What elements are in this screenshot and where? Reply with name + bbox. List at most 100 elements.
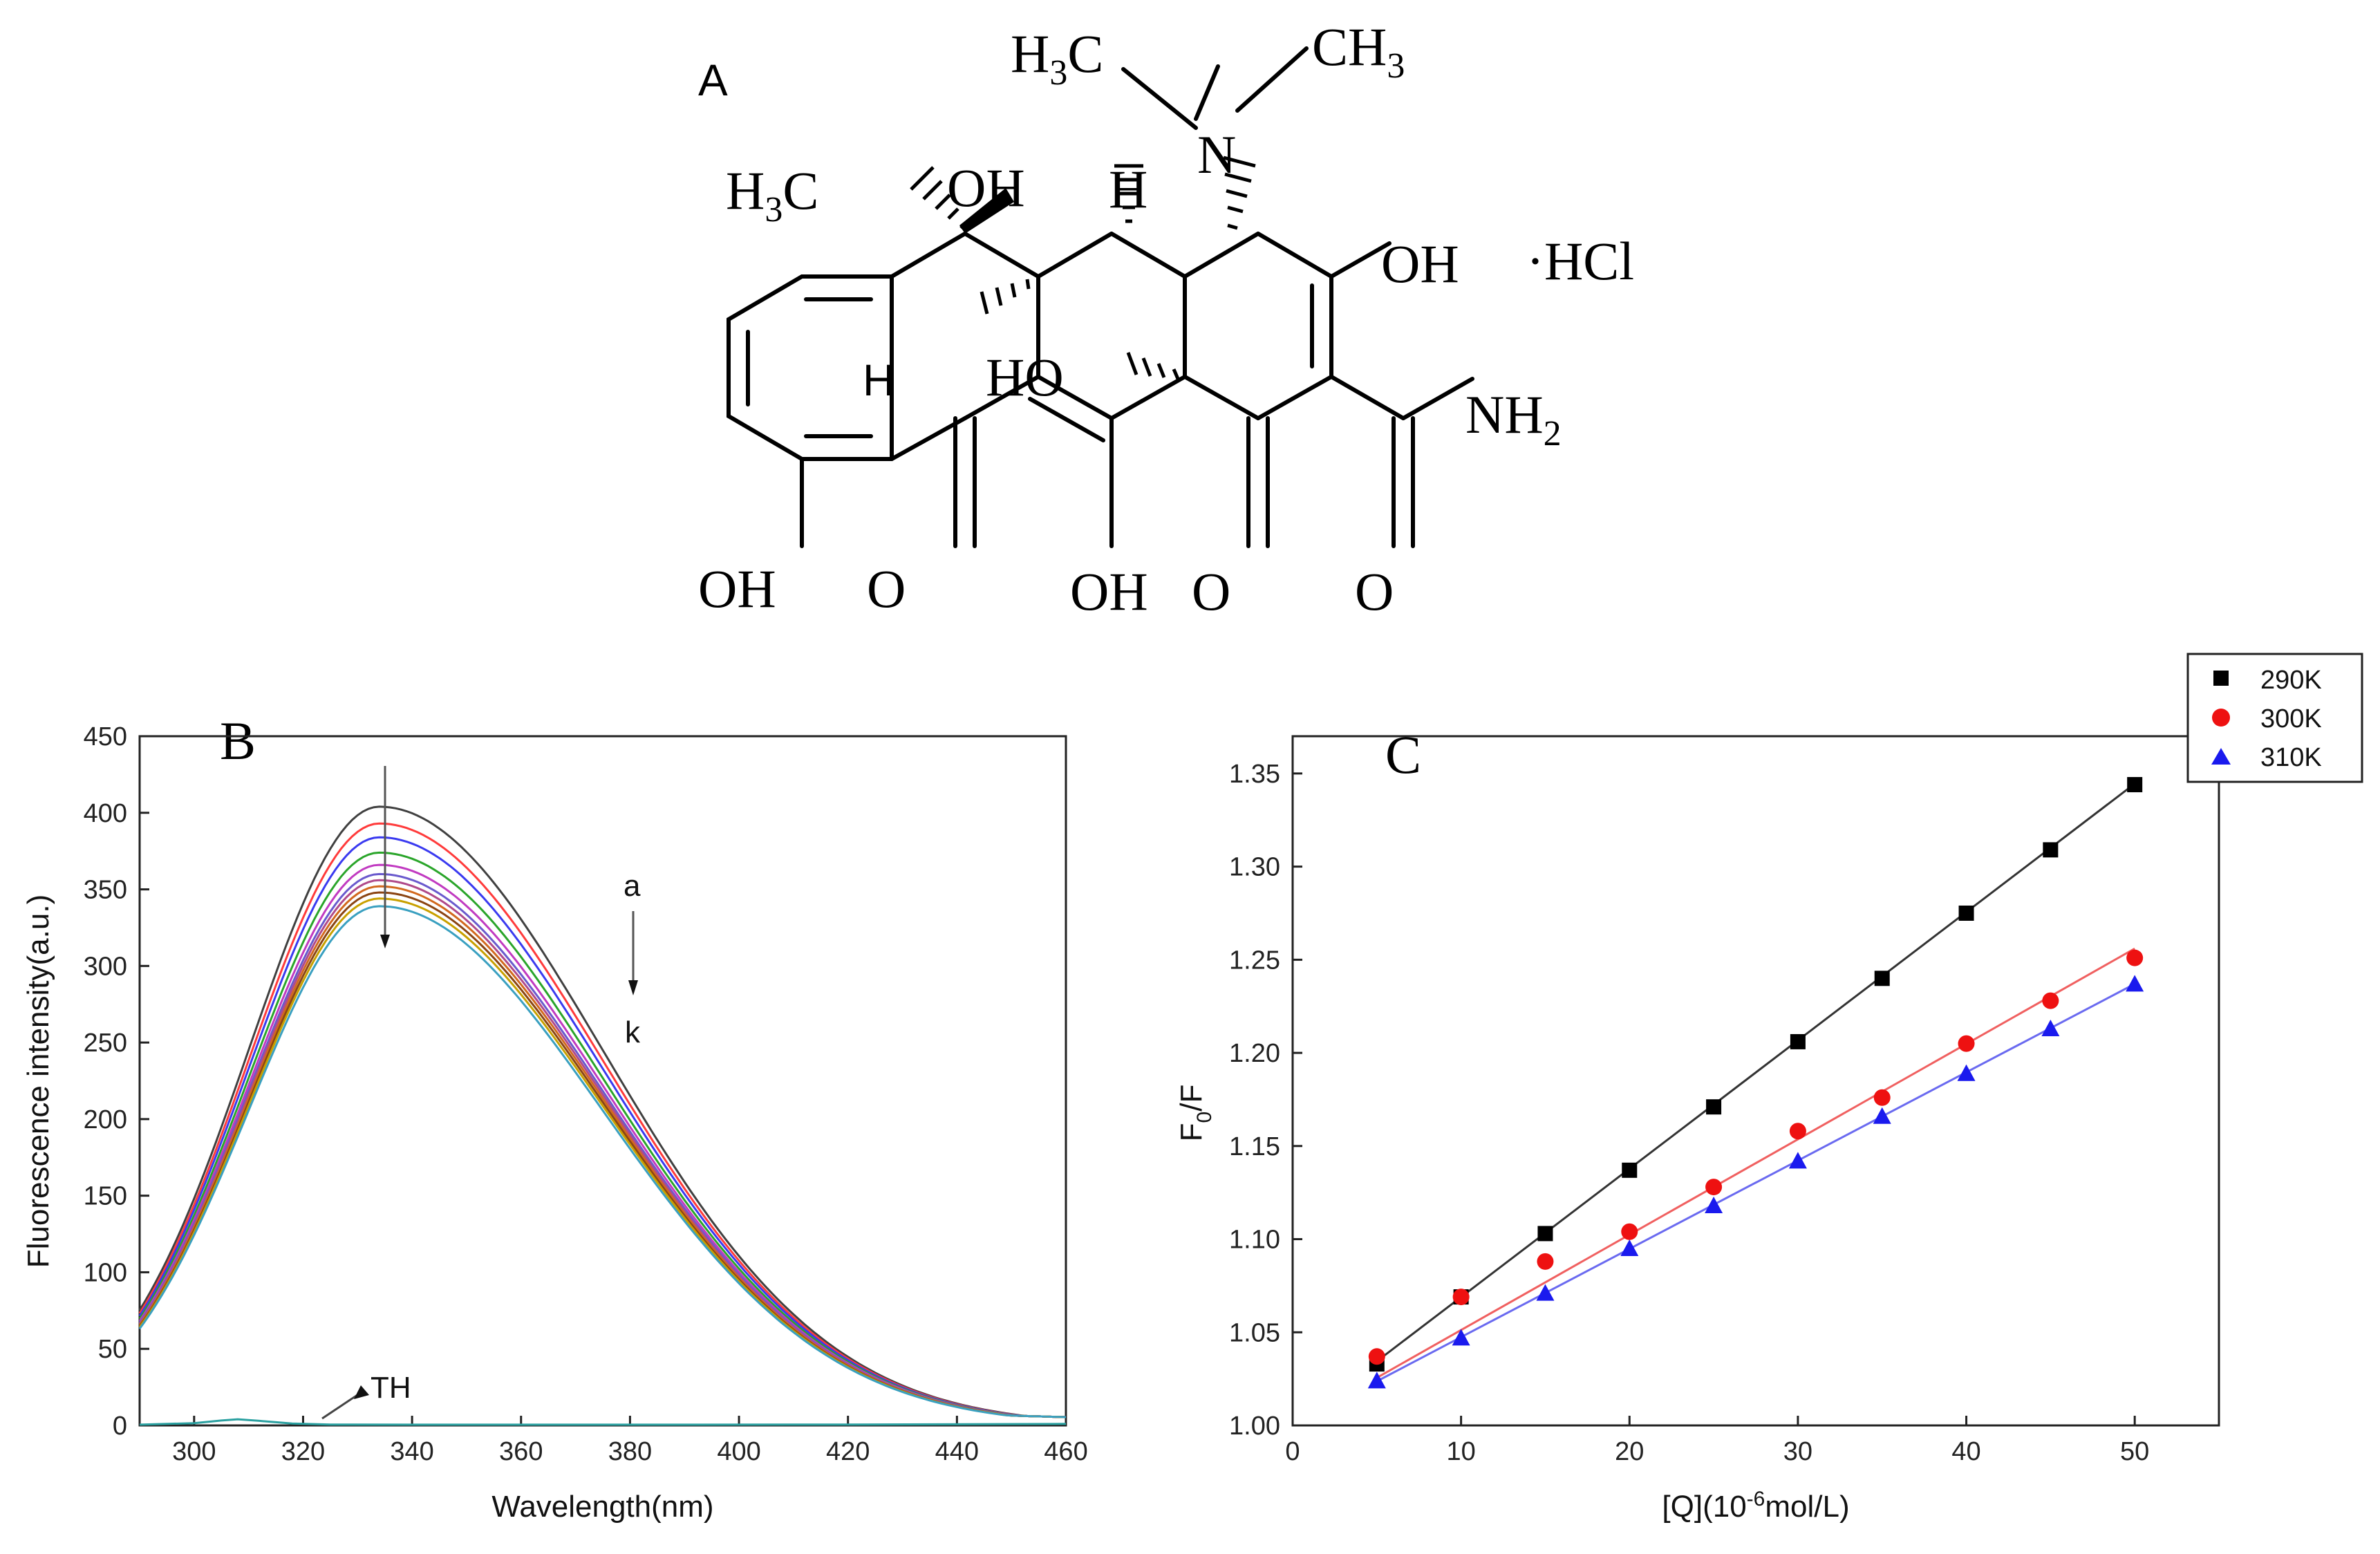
legend-label-300k: 300K [2260,704,2322,733]
panel-a-label: A [698,55,728,105]
chart-c-point-300K [2042,992,2059,1009]
chart-c-point-300K [1705,1179,1723,1196]
chart-c-xtick-label: 20 [1615,1437,1644,1466]
bond-n-ch3-left [1194,64,1220,121]
chart-c-point-310K [2041,1020,2060,1037]
legend-label-310k: 310K [2260,743,2322,772]
chart-c-point-290K [2127,777,2143,793]
hash-c12a-ho [1126,352,1180,380]
chart-b-frame [138,735,1067,1427]
chart-c-point-300K [1789,1123,1806,1140]
legend-label-290k: 290K [2260,666,2322,695]
bond-c5a-c5 [1036,232,1114,279]
chart-b-ytick-label: 100 [84,1258,127,1287]
chart-b-xtick-label: 460 [1044,1437,1087,1466]
chart-b-label-a: a [624,869,641,903]
chart-c-ytick-label: 1.15 [1229,1132,1280,1161]
chart-c-fit-290K [1376,783,2136,1363]
chart-c-xtick-label: 10 [1446,1437,1475,1466]
chart-b-xtick-label: 360 [499,1437,543,1466]
label-ho-c12a: HO [986,347,1064,407]
chart-c-ytick-label: 1.35 [1229,760,1280,789]
chart-b-xtick-label: 300 [172,1437,216,1466]
chart-b-xtick-label: 340 [390,1437,433,1466]
label-nitrogen: N [1197,124,1236,185]
label-nh2: NH2 [1465,384,1562,453]
chart-b-ytick-label: 350 [84,876,127,905]
chart-c-ytick-label: 1.05 [1229,1318,1280,1347]
label-oh-c10: OH [698,559,776,619]
chart-b-ytick-label: 400 [84,799,127,828]
ring-1-outline [727,274,894,461]
chart-b-xlabel: Wavelength(nm) [491,1490,713,1524]
bond-amide-nh2 [1401,377,1474,420]
chart-c-xlabel: [Q](10-6mol/L) [1662,1488,1849,1524]
bond-ch3-left-n [1121,67,1198,130]
chart-c-ylabel: F0/F [1174,1085,1216,1142]
chart-c-point-300K [1452,1289,1470,1306]
bond-c11-c10a [890,416,967,461]
chart-b-ticks: 300 320 340 360 380 400 420 440 460 0 50 100 150 200 2… [84,722,1088,1466]
molecule-bonds [727,46,1474,548]
chart-b-series-e [138,863,1067,1419]
label-o-amide: O [1355,561,1394,621]
chart-b-curves [138,805,1067,1426]
chart-b-th-pointer [321,1392,360,1420]
bond-c11a-c12-double [1028,397,1105,442]
chart-c-ytick-label: 1.10 [1229,1226,1280,1255]
chart-b-series-TH [139,1418,1067,1426]
chart-c-ytick-label: 1.25 [1229,946,1280,975]
legend-marker-300k [2212,709,2230,727]
chart-b-series-i [138,891,1067,1419]
chart-b-series-g [138,879,1067,1419]
chart-c-point-310K [1705,1197,1723,1214]
bond-c2-amide [1329,375,1405,420]
chart-b-ytick-label: 300 [84,952,127,981]
chart-b-label-k: k [625,1015,641,1049]
chart-b-xtick-label: 420 [826,1437,870,1466]
chart-b-series-c [138,836,1067,1419]
chart-c-xtick-label: 30 [1783,1437,1812,1466]
chart-b-xtick-label: 320 [281,1437,325,1466]
label-o-c11: O [867,559,906,619]
bond-c2-c1 [1256,375,1333,420]
chart-b-xtick-label: 400 [717,1437,760,1466]
chart-c-xtick-label: 50 [2120,1437,2149,1466]
bond-c6 [890,232,967,279]
label-h-c4a: H [1109,159,1147,219]
chart-b-xtick-label: 440 [935,1437,979,1466]
molecule-labels: H3C CH3 N H3C OH H OH ·HCl H HO NH2 OH O… [698,17,1634,621]
chart-c-point-290K [1874,971,1890,986]
chart-c-point-310K [1367,1372,1386,1389]
chart-b-ytick-label: 450 [84,722,127,751]
chart-c-point-290K [1790,1033,1806,1049]
bond-c1-c12a [1183,375,1260,420]
panel-b-label: B [220,711,256,771]
chart-c-point-310K [1536,1284,1555,1301]
chart-c: C 0 10 20 30 40 50 1.00 1.05 1.10 1.15 1.20 1.25 1.3… [1174,653,2363,1524]
bond-c12a-c12 [1109,375,1187,420]
bond-ch3-right-n [1235,46,1309,113]
chart-c-point-290K [1537,1226,1553,1242]
chart-b-a-k-arrowhead [628,980,638,995]
chart-b-peak-arrowhead [380,935,390,948]
chart-b-series-d [138,851,1067,1419]
chart-c-point-310K [1873,1107,1891,1124]
chart-c-ytick-label: 1.30 [1229,853,1280,882]
chart-b-series-k [138,905,1067,1419]
chart-c-point-290K [1622,1162,1638,1178]
chart-c-ytick-label: 1.00 [1229,1412,1280,1441]
panel-c-label: C [1385,724,1421,785]
bond-c5-c4a [1109,232,1187,279]
chart-c-fit-310K [1376,983,2135,1383]
hash-c5a-h [980,279,1031,315]
chart-c-point-290K [1706,1099,1722,1115]
bond-c4-c3 [1256,232,1333,279]
chart-b-ytick-label: 200 [84,1105,127,1134]
chart-c-xtick-label: 0 [1285,1437,1300,1466]
chart-c-point-300K [2126,949,2144,966]
chart-c-frame [1291,735,2220,1427]
bond-c4a-c4 [1183,232,1260,279]
chart-b-ytick-label: 150 [84,1182,127,1211]
